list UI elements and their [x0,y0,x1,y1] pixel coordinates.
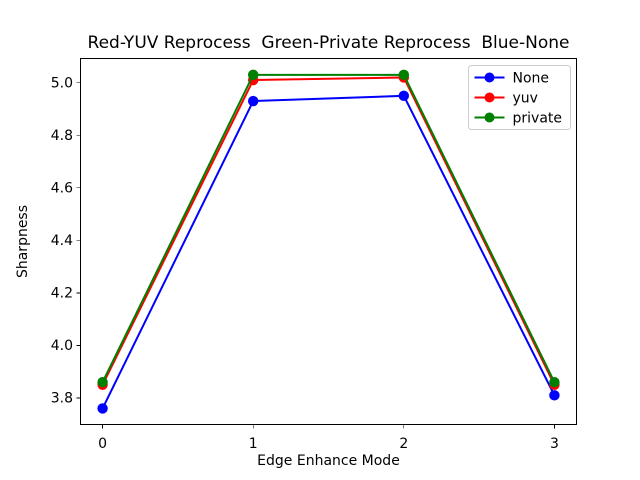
series-line-None [101,94,556,409]
series-marker-None [398,90,410,102]
chart-title: Red-YUV Reprocess Green-Private Reproces… [88,33,570,53]
y-tick-label: 4.0 [51,338,73,354]
data-series [97,69,560,414]
plot-area-border [80,58,577,425]
legend-marker [484,92,495,103]
series-marker-private [97,376,108,388]
y-axis-label: Sharpness [15,205,31,278]
series-marker-None [549,390,560,401]
series-marker-None [247,95,259,107]
series-marker-private [247,69,259,81]
x-axis-ticks: 0 1 2 3 [98,425,559,452]
legend-box [468,65,571,130]
legend-marker [484,112,495,123]
x-tick-label: 1 [249,436,258,452]
y-axis-ticks: 3.8 4.0 4.2 4.4 4.6 4.8 5.0 [51,75,80,407]
legend-label: private [513,110,563,126]
x-axis-label: Edge Enhance Mode [257,453,400,469]
y-tick-label: 4.8 [51,128,73,144]
legend-label: None [513,70,550,86]
series-line-yuv [101,76,556,386]
y-tick-label: 4.2 [51,286,73,302]
y-tick-label: 3.8 [51,391,73,407]
y-tick-label: 5.0 [51,75,73,91]
series-marker-private [549,376,560,388]
series-marker-private [398,69,410,81]
legend: None yuv private [468,65,571,130]
y-tick-label: 4.4 [51,233,73,249]
legend-label: yuv [513,90,538,106]
x-tick-label: 2 [399,436,408,452]
series-marker-None [97,403,108,414]
x-tick-label: 3 [550,436,559,452]
series-line-private [101,73,556,383]
legend-marker [484,72,495,83]
y-tick-label: 4.6 [51,181,73,197]
x-tick-label: 0 [98,436,107,452]
